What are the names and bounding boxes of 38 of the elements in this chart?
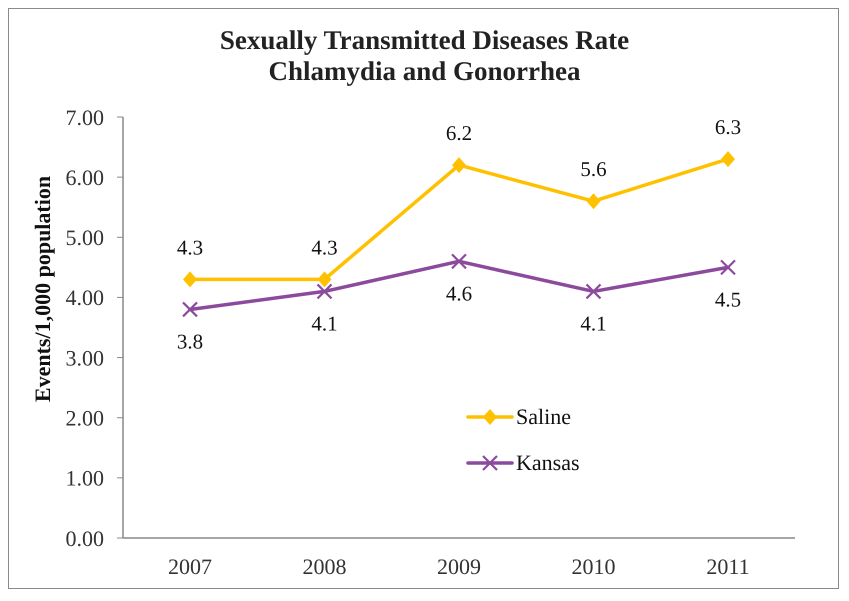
legend-label: Saline (516, 404, 571, 430)
x-tick-label: 2011 (706, 554, 750, 579)
chart-subtitle: Chlamydia and Gonorrhea (267, 56, 582, 87)
x-tick-label: 2009 (437, 554, 481, 579)
point (586, 193, 600, 210)
chart-title: Sexually Transmitted Diseases Rate (218, 25, 630, 56)
point (721, 151, 735, 168)
point (316, 283, 333, 300)
x-tick-label: 2007 (168, 554, 212, 579)
point (452, 157, 466, 174)
data-label: 4.3 (311, 235, 338, 260)
x-tick-label: 2008 (302, 554, 346, 579)
point (720, 259, 736, 276)
point (450, 253, 468, 270)
data-label: 4.3 (176, 235, 204, 260)
point (183, 271, 197, 288)
x-tick-label: 2010 (572, 554, 616, 579)
y-tick-label: 1.00 (66, 466, 104, 491)
y-tick-label: 0.00 (66, 526, 104, 551)
point (182, 301, 198, 318)
point (585, 283, 602, 300)
data-label: 4.6 (446, 281, 472, 306)
data-label: 5.6 (580, 157, 607, 182)
y-tick-label: 7.00 (66, 104, 104, 130)
data-label: 3.8 (176, 329, 204, 354)
data-label: 4.5 (714, 287, 742, 312)
legend-label: Kansas (516, 450, 580, 476)
data-label: 6.3 (714, 115, 742, 140)
point (318, 271, 332, 288)
y-tick-label: 6.00 (66, 164, 104, 190)
data-label: 4.1 (580, 311, 607, 336)
y-tick-label: 2.00 (66, 406, 104, 431)
data-label: 6.2 (446, 121, 472, 146)
data-label: 4.1 (311, 311, 338, 336)
y-tick-label: 5.00 (66, 225, 104, 250)
y-axis-title: Events/1,000 population (30, 176, 54, 402)
y-tick-label: 3.00 (66, 345, 104, 370)
y-tick-label: 4.00 (66, 285, 104, 310)
